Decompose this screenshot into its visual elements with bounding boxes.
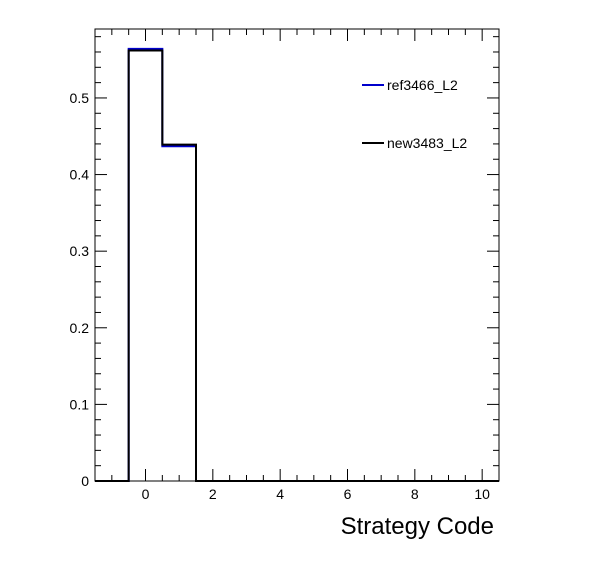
series-new3483-l2	[95, 49, 499, 482]
x-tick-label: 8	[411, 486, 419, 502]
legend: ref3466_L2 new3483_L2	[362, 77, 467, 151]
x-tick-label: 6	[344, 486, 352, 502]
y-tick-label: 0.3	[70, 243, 90, 259]
y-tick-label: 0.4	[70, 167, 90, 183]
legend-label-new3483-l2: new3483_L2	[387, 135, 467, 151]
x-axis-title: Strategy Code	[341, 513, 494, 540]
axis-ticks	[94, 29, 500, 482]
legend-label-ref3466-l2: ref3466_L2	[387, 77, 458, 93]
plot-frame	[94, 28, 500, 482]
x-tick-label: 2	[209, 486, 217, 502]
y-tick-label: 0	[81, 473, 89, 489]
series-ref3466-l2	[95, 47, 499, 482]
y-tick-label: 0.2	[70, 320, 90, 336]
y-tick-label: 0.5	[70, 90, 90, 106]
x-tick-label: 10	[474, 486, 490, 502]
x-tick-label: 4	[276, 486, 284, 502]
series-layer	[95, 47, 499, 482]
y-tick-label: 0.1	[70, 396, 90, 412]
tick-labels: 0 2 4 6 8 10 0 0.1 0.2 0.3 0.4 0.5	[70, 90, 491, 502]
x-tick-label: 0	[142, 486, 150, 502]
